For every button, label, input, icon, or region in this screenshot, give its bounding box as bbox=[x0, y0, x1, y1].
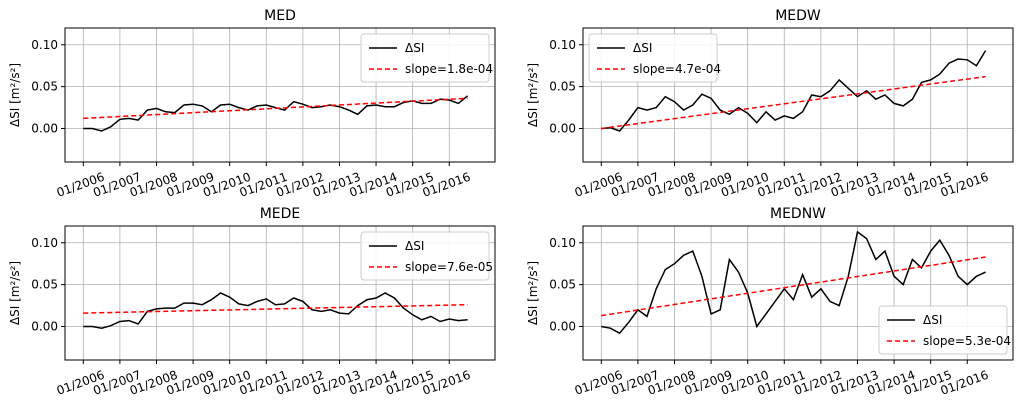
y-tick-label: 0.00 bbox=[549, 122, 576, 136]
series-line bbox=[83, 292, 468, 329]
y-axis-label: ΔSI [m²/s²] bbox=[526, 63, 540, 127]
y-tick-label: 0.05 bbox=[31, 278, 58, 292]
y-tick-label: 0.05 bbox=[549, 278, 576, 292]
subplot: MED01/200601/200701/200801/200901/201001… bbox=[8, 8, 496, 200]
series-line bbox=[83, 303, 468, 314]
y-axis-label: ΔSI [m²/s²] bbox=[526, 261, 540, 325]
legend-label: ΔSI bbox=[923, 313, 942, 327]
subplot: MEDE01/200601/200701/200801/200901/20100… bbox=[8, 206, 496, 398]
legend-box bbox=[588, 33, 718, 83]
axes-frame bbox=[582, 225, 1014, 361]
legend-label: slope=4.7e-04 bbox=[633, 62, 721, 76]
y-tick-label: 0.00 bbox=[31, 320, 58, 334]
legend-label: slope=7.6e-05 bbox=[405, 260, 493, 274]
subplot: MEDNW01/200601/200701/200801/200901/2010… bbox=[526, 206, 1014, 398]
legend-label: ΔSI bbox=[405, 41, 424, 55]
subplot: MEDW01/200601/200701/200801/200901/20100… bbox=[526, 8, 1014, 200]
series-line bbox=[601, 50, 987, 132]
series-line bbox=[601, 75, 986, 130]
y-axis-label: ΔSI [m²/s²] bbox=[8, 261, 22, 325]
y-tick-label: 0.10 bbox=[549, 38, 576, 52]
axes-frame bbox=[64, 27, 496, 163]
y-tick-label: 0.05 bbox=[31, 80, 58, 94]
y-tick-label: 0.00 bbox=[549, 320, 576, 334]
y-tick-label: 0.00 bbox=[31, 122, 58, 136]
y-tick-label: 0.10 bbox=[31, 38, 58, 52]
series-line bbox=[601, 256, 986, 317]
legend-box bbox=[360, 33, 490, 83]
axes-frame bbox=[64, 225, 496, 361]
y-axis-label: ΔSI [m²/s²] bbox=[8, 63, 22, 127]
y-tick-label: 0.05 bbox=[549, 80, 576, 94]
legend-label: ΔSI bbox=[633, 41, 652, 55]
subplot-title: MEDNW bbox=[770, 206, 826, 222]
y-tick-label: 0.10 bbox=[549, 236, 576, 250]
legend-label: ΔSI bbox=[405, 239, 424, 253]
series-line bbox=[601, 230, 986, 335]
legend-label: slope=5.3e-04 bbox=[923, 334, 1011, 348]
subplot-title: MEDW bbox=[775, 8, 821, 24]
series-line bbox=[83, 97, 468, 120]
subplot-title: MED bbox=[264, 8, 296, 24]
y-tick-label: 0.10 bbox=[31, 236, 58, 250]
legend-box bbox=[878, 305, 1008, 355]
axes-frame bbox=[582, 27, 1014, 163]
legend-box bbox=[360, 231, 490, 281]
legend-label: slope=1.8e-04 bbox=[405, 62, 493, 76]
subplot-title: MEDE bbox=[260, 206, 301, 222]
series-line bbox=[83, 95, 469, 132]
